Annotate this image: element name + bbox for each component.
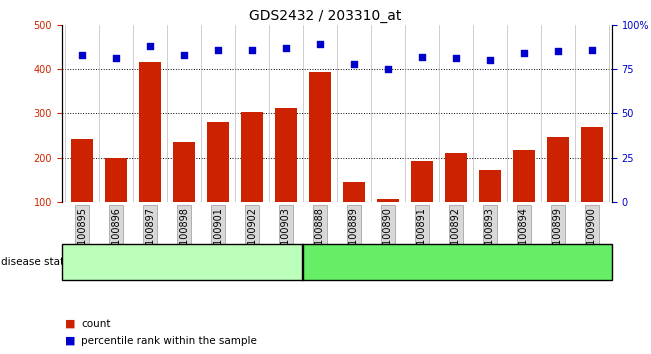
Point: [518, 50, 529, 56]
Point: [349, 61, 359, 67]
Bar: [309, 72, 331, 202]
Point: [417, 54, 427, 59]
Bar: [377, 199, 399, 202]
Text: ■: ■: [65, 319, 76, 329]
Point: [484, 57, 495, 63]
Text: percentile rank within the sample: percentile rank within the sample: [81, 336, 257, 346]
Point: [281, 45, 291, 51]
Point: [553, 48, 563, 54]
Bar: [71, 138, 93, 202]
Point: [314, 41, 325, 47]
Point: [383, 66, 393, 72]
Point: [450, 56, 461, 61]
Bar: [547, 137, 568, 202]
Bar: [512, 150, 534, 202]
Point: [587, 47, 597, 52]
Point: [111, 56, 121, 61]
Text: GDS2432 / 203310_at: GDS2432 / 203310_at: [249, 9, 402, 23]
Bar: [105, 159, 127, 202]
Bar: [241, 113, 263, 202]
Bar: [343, 182, 365, 202]
Bar: [411, 161, 433, 202]
Point: [247, 47, 257, 52]
Bar: [173, 142, 195, 202]
Point: [213, 47, 223, 52]
Text: count: count: [81, 319, 111, 329]
Text: pituitary adenoma predisposition: pituitary adenoma predisposition: [359, 256, 555, 268]
Text: ■: ■: [65, 336, 76, 346]
Text: control: control: [161, 256, 202, 268]
Point: [145, 43, 156, 49]
Bar: [207, 122, 229, 202]
Point: [77, 52, 87, 58]
Point: [179, 52, 189, 58]
Bar: [275, 108, 297, 202]
Text: disease state ▶: disease state ▶: [1, 257, 81, 267]
Bar: [478, 170, 501, 202]
Bar: [139, 62, 161, 202]
Bar: [445, 153, 467, 202]
Bar: [581, 127, 603, 202]
